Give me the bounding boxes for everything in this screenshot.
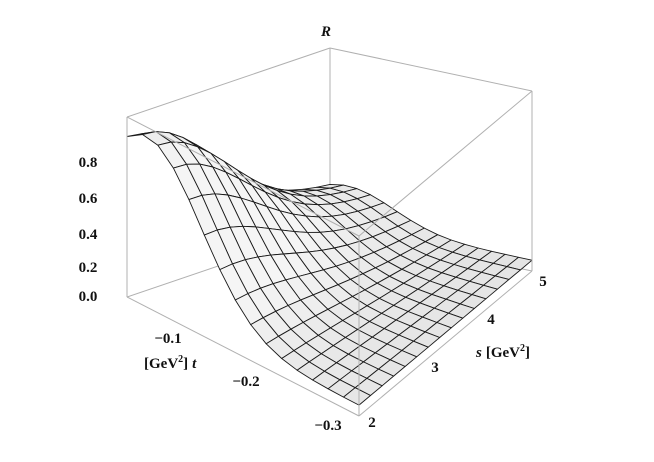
z-tick-1: 0.2 [79, 260, 98, 276]
box-edge-top-right [329, 47, 533, 92]
s-tick-3: 5 [539, 274, 547, 290]
z-tick-4: 0.8 [79, 155, 98, 171]
z-tick-0: 0.0 [79, 289, 98, 305]
s-axis-unit-close: ] [525, 345, 530, 361]
t-axis-unit-sup: 2 [178, 354, 183, 365]
box-edge-top-left [126, 116, 360, 237]
t-tick-2: −0.3 [314, 418, 341, 434]
box-edge-top-back [126, 47, 331, 118]
surface [126, 131, 533, 406]
surface-patch [343, 387, 371, 406]
box-edge-top-front [358, 90, 533, 237]
t-axis-label: [GeV2] t [144, 354, 197, 372]
bounding-box-front [126, 47, 533, 417]
s-axis-unit-sup: 2 [520, 343, 525, 354]
t-axis-unit-close: ] [183, 356, 188, 372]
z-tick-2: 0.4 [79, 227, 98, 243]
box-edge-floor-left [126, 296, 360, 417]
t-tick-0: −0.1 [154, 331, 181, 347]
s-axis-label: s [GeV2] [475, 343, 530, 361]
z-tick-3: 0.6 [79, 191, 98, 207]
t-tick-1: −0.2 [232, 374, 259, 390]
s-tick-1: 3 [431, 360, 439, 376]
t-axis-var: t [192, 356, 197, 372]
box-edge-floor-front [358, 270, 533, 417]
s-tick-2: 4 [487, 312, 495, 328]
z-axis-label: R [320, 24, 331, 40]
s-tick-0: 2 [368, 415, 376, 431]
t-axis-unit: [GeV [144, 356, 178, 372]
s-axis-var: s [475, 345, 482, 361]
s-axis-unit: [GeV [486, 345, 520, 361]
